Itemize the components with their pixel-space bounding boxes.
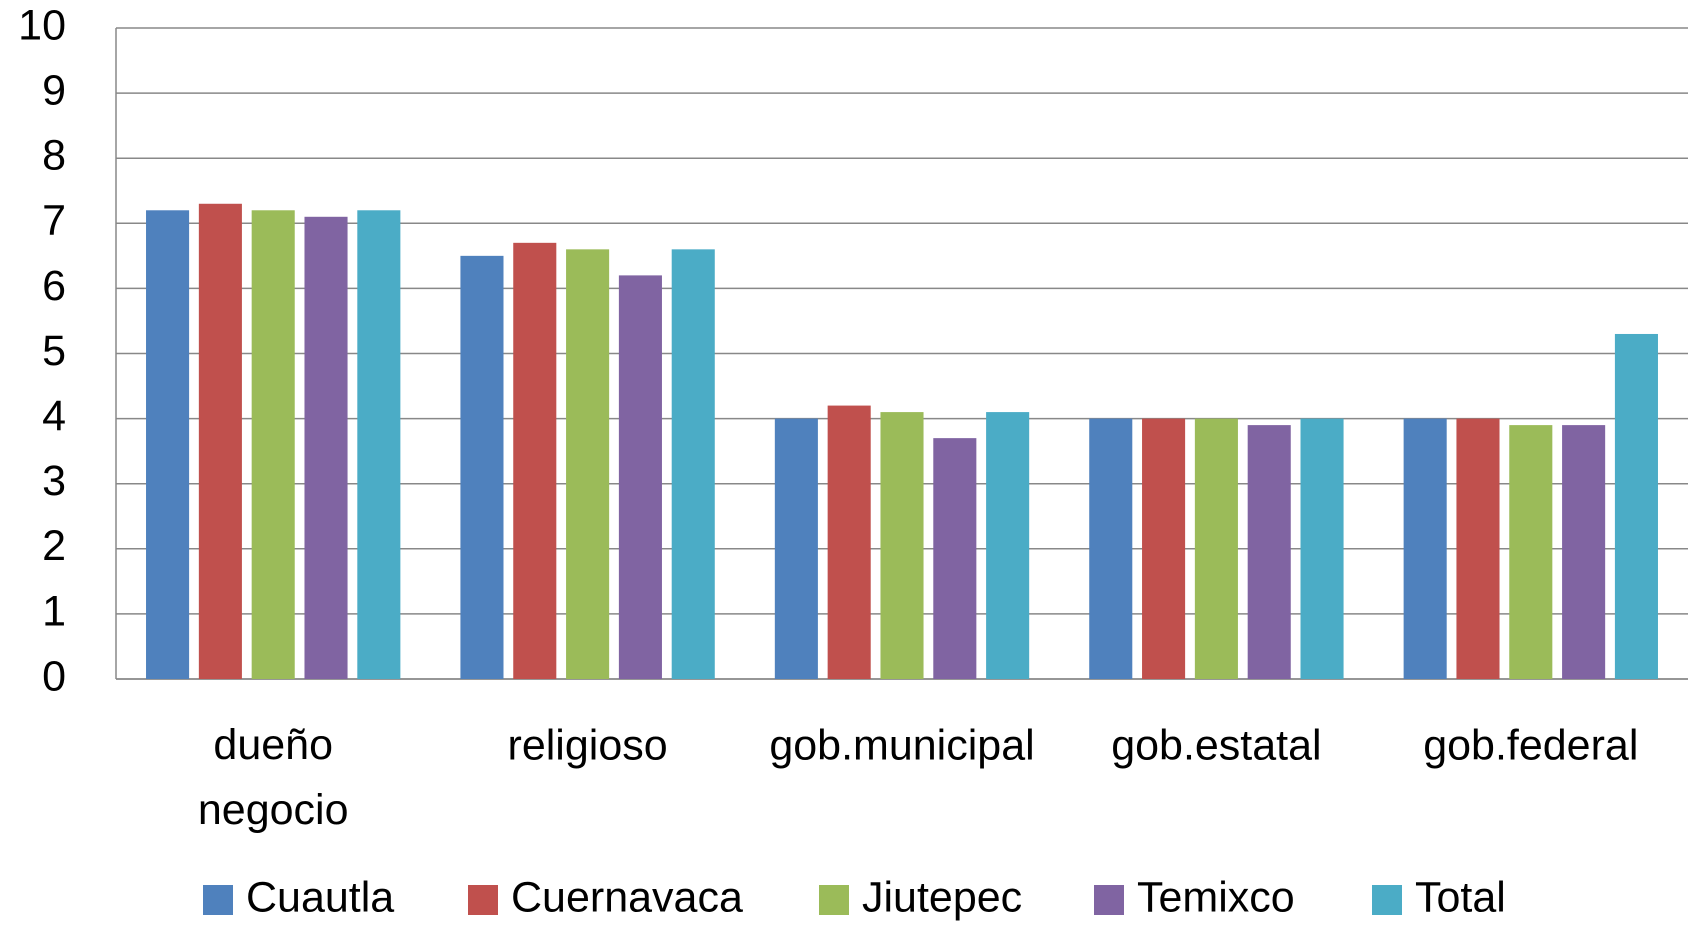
- y-tick-label: 4: [42, 392, 66, 440]
- bar: [1194, 418, 1238, 679]
- x-tick-label: gob.estatal: [1111, 721, 1321, 769]
- bar: [251, 210, 295, 679]
- bar: [1614, 333, 1658, 679]
- y-tick-label: 10: [18, 1, 66, 49]
- legend-label: Total: [1415, 873, 1506, 921]
- y-tick-label: 7: [42, 197, 66, 245]
- bar: [671, 249, 715, 679]
- bar: [1403, 418, 1447, 679]
- bar: [986, 412, 1030, 679]
- legend-label: Jiutepec: [862, 873, 1022, 921]
- legend-swatch: [1094, 885, 1124, 915]
- legend-label: Cuernavaca: [511, 873, 743, 921]
- y-tick-label: 6: [42, 262, 66, 310]
- bar: [1247, 425, 1291, 679]
- bar: [513, 242, 557, 679]
- bar: [1509, 425, 1553, 679]
- bar: [357, 210, 401, 679]
- y-tick-label: 3: [42, 457, 66, 505]
- legend-label: Cuautla: [246, 873, 394, 921]
- bar: [1562, 425, 1606, 679]
- legend-label: Temixco: [1137, 873, 1295, 921]
- bar: [880, 412, 924, 679]
- legend-swatch: [819, 885, 849, 915]
- legend-swatch: [1372, 885, 1402, 915]
- bar: [774, 418, 818, 679]
- legend-swatch: [468, 885, 498, 915]
- x-tick-label: gob.municipal: [769, 721, 1034, 769]
- bar: [618, 275, 662, 679]
- x-tick-label: dueño negocio: [198, 721, 349, 834]
- bar: [304, 216, 348, 680]
- y-tick-label: 5: [42, 327, 66, 375]
- legend-swatch: [203, 885, 233, 915]
- bar: [827, 405, 871, 679]
- bar: [198, 203, 242, 679]
- bar: [1089, 418, 1133, 679]
- y-tick-label: 8: [42, 132, 66, 180]
- y-tick-label: 1: [42, 587, 66, 635]
- x-tick-label: religioso: [508, 721, 668, 769]
- bar: [146, 210, 190, 679]
- bar: [1300, 418, 1344, 679]
- bar: [566, 249, 610, 679]
- y-tick-label: 2: [42, 522, 66, 570]
- bar: [1456, 418, 1500, 679]
- y-tick-label: 0: [42, 652, 66, 700]
- bar: [460, 255, 504, 679]
- bar: [933, 438, 977, 679]
- bar: [1142, 418, 1186, 679]
- x-tick-label: gob.federal: [1423, 721, 1638, 769]
- y-tick-label: 9: [42, 66, 66, 114]
